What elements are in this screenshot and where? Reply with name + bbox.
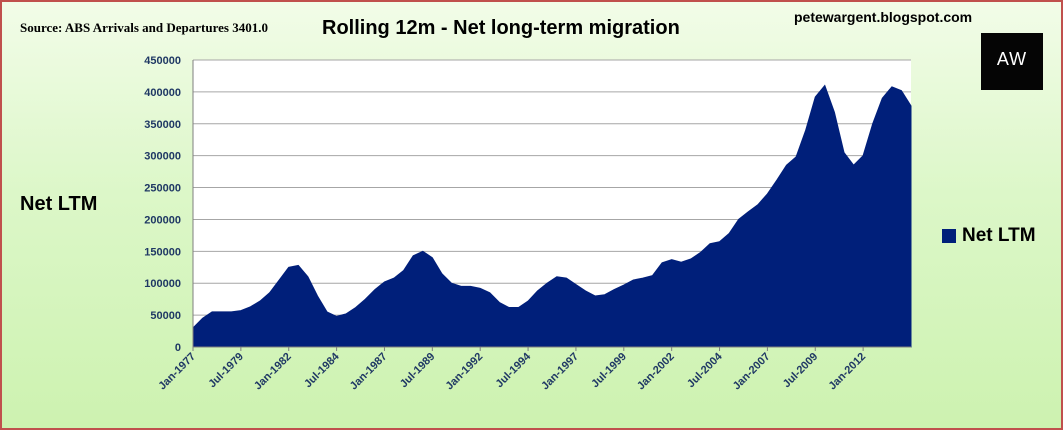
y-tick-label: 50000 — [150, 310, 181, 322]
y-tick-label: 300000 — [144, 151, 181, 163]
x-tick-label: Jul-2009 — [781, 351, 821, 391]
y-tick-label: 0 — [175, 342, 181, 354]
y-tick-label: 250000 — [144, 183, 181, 195]
x-tick-label: Jul-1994 — [494, 350, 534, 390]
source-note: Source: ABS Arrivals and Departures 3401… — [20, 20, 268, 35]
chart-title: Rolling 12m - Net long-term migration — [322, 17, 680, 39]
y-tick-label: 150000 — [144, 246, 181, 258]
x-tick-label: Jan-2002 — [635, 351, 677, 393]
y-tick-labels: 0 50000 100000 150000 200000 250000 300000 3500… — [144, 55, 181, 354]
x-tick-label: Jul-1989 — [398, 351, 438, 391]
x-tick-label: Jul-1979 — [206, 351, 246, 391]
blog-url: petewargent.blogspot.com — [794, 9, 973, 25]
y-tick-label: 200000 — [144, 214, 181, 226]
axes — [192, 60, 911, 348]
x-tick-label: Jan-2012 — [826, 351, 868, 393]
legend: Net LTM — [942, 225, 1036, 247]
y-tick-label: 450000 — [144, 55, 181, 67]
legend-swatch — [942, 229, 956, 243]
x-tick-label: Jul-2004 — [685, 350, 725, 390]
x-tick-label: Jul-1999 — [589, 351, 629, 391]
aw-logo: AW — [981, 33, 1043, 90]
series-area-net-ltm — [192, 84, 912, 348]
x-tick-label: Jul-1984 — [302, 350, 342, 390]
logo-text: AW — [996, 49, 1028, 69]
x-tick-label: Jan-2007 — [731, 351, 773, 393]
legend-label: Net LTM — [962, 225, 1036, 246]
y-tick-label: 100000 — [144, 278, 181, 290]
y-tick-label: 350000 — [144, 119, 181, 131]
x-tick-label: Jan-1992 — [444, 351, 486, 393]
x-tick-label: Jan-1982 — [252, 351, 294, 393]
x-tick-label: Jan-1977 — [156, 351, 198, 393]
series-layer — [192, 84, 912, 348]
x-tick-labels: Jan-1977 Jul-1979 Jan-1982 Jul-1984 Jan-1987… — [156, 347, 868, 392]
y-tick-label: 400000 — [144, 87, 181, 99]
x-tick-label: Jan-1997 — [539, 351, 581, 393]
y-axis-label: Net LTM — [20, 193, 98, 215]
x-tick-label: Jan-1987 — [348, 351, 390, 393]
